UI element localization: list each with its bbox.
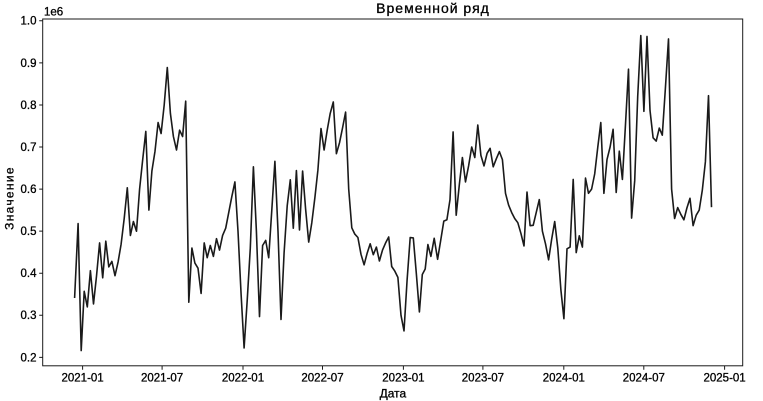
svg-text:1.00.90.80.70.60.50.40.30.2: 1.0 0.9 0.8 0.7 0.6 0.5 0.4 0.3 0.2 <box>21 16 38 365</box>
svg-text:Временной ряд: Временной ряд <box>376 0 490 16</box>
svg-text:Дата: Дата <box>380 387 407 401</box>
svg-text:Значение: Значение <box>3 166 17 230</box>
svg-text:1e6: 1e6 <box>44 6 63 18</box>
